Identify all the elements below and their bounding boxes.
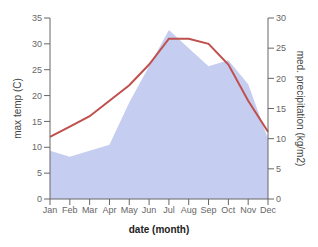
svg-text:Jan: Jan [43,205,58,215]
svg-text:Dec: Dec [260,205,277,215]
svg-text:Apr: Apr [102,205,116,215]
svg-text:max temp (C): max temp (C) [12,78,23,139]
svg-text:15: 15 [276,104,286,114]
svg-text:5: 5 [37,168,42,178]
svg-text:15: 15 [32,117,42,127]
svg-text:Oct: Oct [221,205,236,215]
svg-text:0: 0 [37,194,42,204]
svg-text:0: 0 [276,194,281,204]
svg-text:May: May [121,205,139,215]
svg-text:10: 10 [32,142,42,152]
svg-text:25: 25 [276,43,286,53]
svg-text:30: 30 [32,39,42,49]
svg-text:date (month): date (month) [129,224,190,235]
svg-text:Aug: Aug [181,205,197,215]
svg-text:5: 5 [276,164,281,174]
svg-text:20: 20 [32,91,42,101]
svg-text:Nov: Nov [240,205,257,215]
svg-text:Feb: Feb [62,205,78,215]
svg-text:25: 25 [32,65,42,75]
svg-text:Jul: Jul [163,205,175,215]
svg-text:20: 20 [276,74,286,84]
svg-text:10: 10 [276,134,286,144]
svg-text:30: 30 [276,13,286,23]
svg-text:Sep: Sep [201,205,217,215]
svg-text:35: 35 [32,13,42,23]
svg-text:Jun: Jun [142,205,157,215]
svg-text:med. precipitation (kg/m2): med. precipitation (kg/m2) [295,51,306,167]
svg-text:Mar: Mar [82,205,98,215]
